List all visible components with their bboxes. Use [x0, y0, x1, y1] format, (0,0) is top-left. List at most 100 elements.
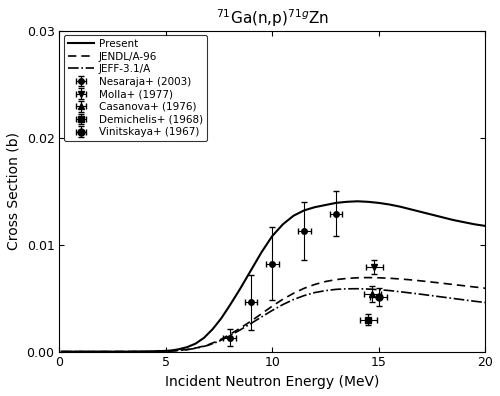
JEFF-3.1/A	[120, 349, 126, 354]
Present	[450, 218, 456, 223]
Present	[290, 213, 296, 218]
Present	[365, 200, 371, 204]
JENDL/A-96	[226, 332, 232, 337]
Present	[142, 349, 148, 354]
Present	[78, 349, 84, 354]
JEFF-3.1/A	[450, 296, 456, 301]
Present	[152, 349, 158, 354]
Present	[184, 345, 190, 350]
Present	[354, 199, 360, 204]
JENDL/A-96	[418, 278, 424, 283]
JENDL/A-96	[397, 276, 403, 281]
JENDL/A-96	[472, 285, 478, 289]
JEFF-3.1/A	[269, 308, 275, 313]
JEFF-3.1/A	[312, 290, 318, 295]
JENDL/A-96	[163, 349, 169, 354]
Present	[176, 347, 182, 352]
Present	[312, 205, 318, 209]
JEFF-3.1/A	[78, 349, 84, 354]
JEFF-3.1/A	[482, 300, 488, 305]
JENDL/A-96	[461, 284, 467, 288]
JENDL/A-96	[184, 347, 190, 352]
JEFF-3.1/A	[429, 293, 435, 298]
JENDL/A-96	[365, 275, 371, 280]
JENDL/A-96	[174, 348, 180, 353]
JENDL/A-96	[482, 286, 488, 291]
JEFF-3.1/A	[344, 286, 349, 291]
JEFF-3.1/A	[152, 349, 158, 354]
Present	[238, 286, 244, 291]
JEFF-3.1/A	[408, 291, 414, 295]
JENDL/A-96	[152, 349, 158, 354]
Present	[163, 348, 169, 353]
JENDL/A-96	[58, 349, 64, 354]
Present	[269, 234, 275, 238]
JENDL/A-96	[142, 349, 148, 354]
JENDL/A-96	[248, 319, 254, 324]
Present	[472, 222, 478, 227]
JENDL/A-96	[99, 349, 105, 354]
JENDL/A-96	[376, 276, 382, 280]
Present	[99, 349, 105, 354]
JEFF-3.1/A	[216, 339, 222, 344]
JEFF-3.1/A	[322, 288, 328, 293]
JEFF-3.1/A	[386, 288, 392, 293]
JENDL/A-96	[120, 349, 126, 354]
JENDL/A-96	[280, 297, 286, 302]
Present	[201, 335, 207, 340]
JEFF-3.1/A	[184, 347, 190, 352]
Present	[461, 220, 467, 225]
JEFF-3.1/A	[354, 286, 360, 291]
JENDL/A-96	[269, 304, 275, 308]
JEFF-3.1/A	[301, 293, 307, 298]
JEFF-3.1/A	[163, 349, 169, 354]
JEFF-3.1/A	[333, 287, 339, 292]
JEFF-3.1/A	[238, 327, 244, 332]
Present	[301, 208, 307, 213]
Present	[58, 349, 64, 354]
JEFF-3.1/A	[440, 295, 446, 299]
JENDL/A-96	[258, 311, 264, 316]
Present	[397, 204, 403, 209]
JENDL/A-96	[206, 342, 212, 347]
JENDL/A-96	[301, 286, 307, 291]
JENDL/A-96	[194, 345, 200, 350]
Present	[120, 349, 126, 354]
Present	[386, 202, 392, 207]
Present	[429, 212, 435, 217]
JENDL/A-96	[386, 276, 392, 281]
Present	[344, 200, 349, 204]
JENDL/A-96	[238, 326, 244, 331]
JENDL/A-96	[408, 278, 414, 282]
Title: $^{71}$Ga(n,p)$^{71g}$Zn: $^{71}$Ga(n,p)$^{71g}$Zn	[216, 7, 329, 29]
Present	[226, 303, 232, 308]
Present	[248, 268, 254, 273]
JENDL/A-96	[290, 291, 296, 296]
JEFF-3.1/A	[248, 321, 254, 326]
JEFF-3.1/A	[365, 287, 371, 291]
JENDL/A-96	[312, 282, 318, 287]
Legend: Present, JENDL/A-96, JEFF-3.1/A, Nesaraja+ (2003), Molla+ (1977), Casanova+ (197: Present, JENDL/A-96, JEFF-3.1/A, Nesaraj…	[64, 35, 207, 141]
JEFF-3.1/A	[472, 299, 478, 304]
Present	[333, 200, 339, 205]
JEFF-3.1/A	[461, 297, 467, 302]
JEFF-3.1/A	[290, 297, 296, 302]
JENDL/A-96	[354, 276, 360, 280]
JEFF-3.1/A	[99, 349, 105, 354]
JEFF-3.1/A	[58, 349, 64, 354]
X-axis label: Incident Neutron Energy (MeV): Incident Neutron Energy (MeV)	[165, 375, 380, 389]
JENDL/A-96	[78, 349, 84, 354]
Y-axis label: Cross Section (b): Cross Section (b)	[7, 132, 21, 250]
JENDL/A-96	[216, 338, 222, 343]
JENDL/A-96	[333, 277, 339, 282]
JENDL/A-96	[440, 281, 446, 286]
JENDL/A-96	[429, 280, 435, 284]
Present	[482, 223, 488, 228]
JENDL/A-96	[322, 279, 328, 284]
JENDL/A-96	[450, 282, 456, 287]
Present	[408, 207, 414, 212]
Present	[192, 341, 198, 346]
Present	[169, 348, 175, 353]
JEFF-3.1/A	[280, 302, 286, 307]
JEFF-3.1/A	[142, 349, 148, 354]
